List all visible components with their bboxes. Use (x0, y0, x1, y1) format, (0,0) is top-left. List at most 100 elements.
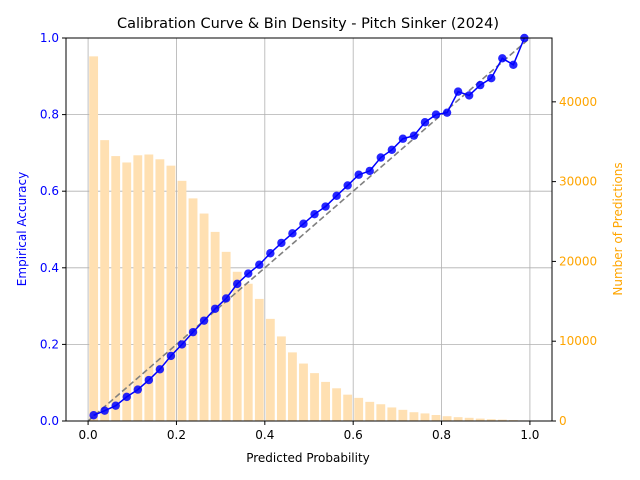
accuracy-point (111, 401, 120, 410)
plot-frame (65, 37, 553, 422)
accuracy-point (409, 131, 419, 140)
accuracy-point (310, 209, 319, 219)
bin-bar (276, 336, 286, 421)
bin-bar (486, 419, 496, 421)
y-left-tick-label: 0.0 (40, 414, 59, 428)
y-left-tick-label: 0.8 (40, 108, 59, 122)
bin-bar (133, 155, 143, 421)
accuracy-point (321, 202, 330, 211)
bin-bar (475, 418, 485, 421)
x-tick-label: 0.0 (79, 428, 98, 442)
accuracy-point (487, 74, 496, 83)
accuracy-point (244, 269, 253, 278)
accuracy-point (332, 191, 341, 200)
accuracy-point (498, 54, 507, 63)
bin-bar (387, 407, 397, 421)
bin-bar (166, 165, 176, 421)
accuracy-point (476, 80, 485, 90)
accuracy-point (177, 340, 187, 349)
bin-bar (265, 318, 275, 421)
x-tick-label: 0.8 (432, 428, 451, 442)
bin-bar (409, 412, 419, 421)
accuracy-point (442, 108, 452, 117)
y-right-tick-label: 30000 (559, 175, 597, 189)
accuracy-point (100, 406, 109, 415)
bin-bar (420, 413, 430, 421)
bin-bar (343, 394, 353, 421)
accuracy-point (155, 365, 165, 374)
bin-bar (453, 417, 463, 421)
accuracy-point (133, 385, 142, 394)
accuracy-series (89, 33, 529, 420)
bin-bar (89, 56, 99, 422)
bin-bar (232, 271, 242, 421)
accuracy-point (188, 327, 198, 337)
bin-bar (254, 298, 264, 421)
y-left-tick-label: 0.6 (40, 184, 59, 198)
bin-bar (332, 388, 342, 421)
accuracy-point (376, 153, 385, 162)
reference-diagonal (87, 37, 531, 422)
bin-density-bars (89, 56, 529, 422)
accuracy-point (255, 260, 264, 269)
accuracy-point (354, 170, 363, 179)
bin-bar (354, 397, 364, 421)
accuracy-point (343, 181, 352, 190)
bin-bar (243, 283, 253, 421)
bin-bar (464, 417, 474, 421)
bin-bar (188, 198, 198, 421)
accuracy-point (365, 166, 374, 176)
bin-bar (122, 162, 132, 421)
y-left-tick-label: 1.0 (40, 31, 59, 45)
x-tick-label: 0.6 (344, 428, 363, 442)
y-right-tick-label: 0 (559, 414, 567, 428)
bin-bar (177, 180, 187, 421)
accuracy-point (221, 294, 231, 303)
bin-bar (310, 373, 319, 421)
bin-bar (497, 419, 507, 421)
bin-bar (144, 154, 154, 421)
bin-bar (365, 401, 375, 421)
bin-bar (442, 416, 452, 421)
y-axis-right: 0 10000 20000 30000 40000 (552, 95, 597, 428)
x-tick-label: 1.0 (520, 428, 539, 442)
accuracy-point (233, 279, 242, 289)
plot-border (65, 37, 553, 422)
x-axis-label: Predicted Probability (246, 451, 370, 465)
bin-bar (100, 140, 110, 421)
accuracy-point (199, 316, 209, 325)
x-tick-label: 0.4 (255, 428, 274, 442)
bin-bar (299, 363, 308, 421)
y-right-tick-label: 10000 (559, 334, 597, 348)
x-axis: 0.0 0.2 0.4 0.6 0.8 1.0 (79, 421, 539, 442)
chart-title: Calibration Curve & Bin Density - Pitch … (117, 16, 499, 32)
bin-bar (210, 231, 220, 421)
y-right-tick-label: 20000 (559, 254, 597, 268)
bin-bar (288, 352, 297, 421)
accuracy-point (453, 87, 463, 96)
accuracy-point (266, 249, 275, 258)
y-axis-left: 0.0 0.2 0.4 0.6 0.8 1.0 (40, 31, 66, 428)
x-tick-label: 0.2 (167, 428, 186, 442)
reference-line (87, 37, 531, 422)
bin-bar (155, 159, 165, 422)
y-right-tick-label: 40000 (559, 95, 597, 109)
accuracy-point (398, 134, 408, 143)
y-axis-right-label: Number of Predictions (611, 162, 625, 295)
bin-bar (321, 381, 330, 421)
bin-bar (221, 251, 231, 421)
y-axis-left-label: Empirical Accuracy (15, 172, 29, 286)
bin-bar (376, 404, 386, 421)
accuracy-line (93, 37, 526, 416)
y-left-tick-label: 0.2 (40, 337, 59, 351)
accuracy-point (210, 304, 220, 313)
accuracy-point (122, 392, 131, 402)
bin-bar (431, 415, 441, 421)
accuracy-point (277, 238, 286, 248)
accuracy-point (464, 91, 474, 100)
accuracy-point (89, 411, 98, 420)
accuracy-point (166, 351, 176, 361)
bin-bar (398, 409, 408, 421)
y-left-tick-label: 0.4 (40, 261, 59, 275)
